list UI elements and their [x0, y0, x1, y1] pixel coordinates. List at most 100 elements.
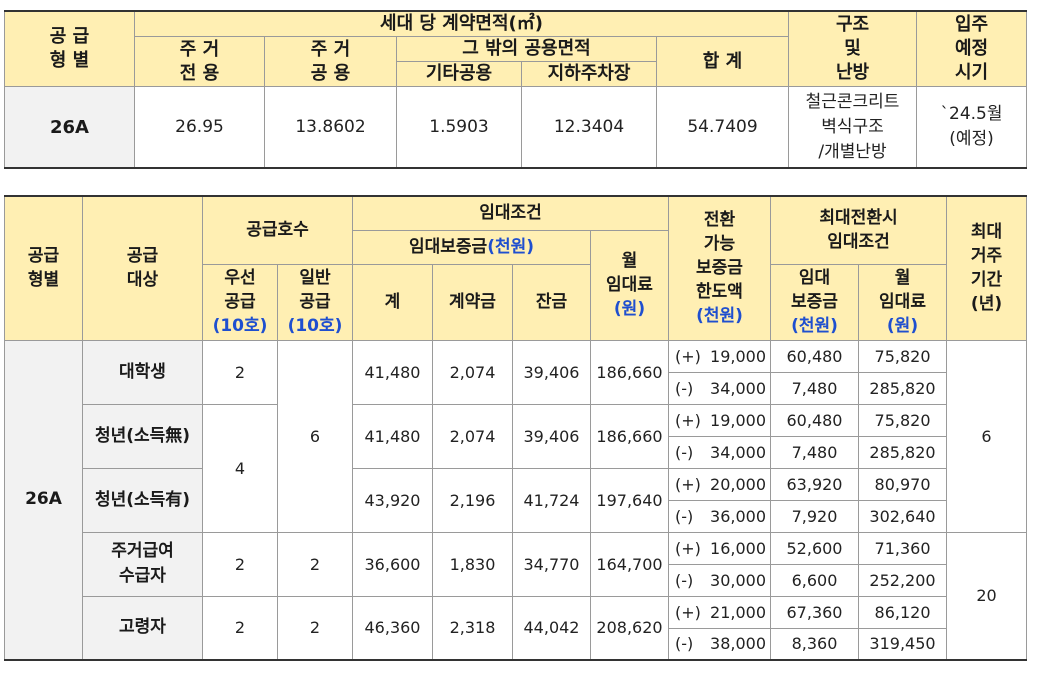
table-row: 26A 대학생 2 6 41,480 2,074 39,406 186,660 …	[5, 340, 1027, 372]
deposit-total-header: 계	[353, 264, 433, 340]
total-area-cell: 54.7409	[657, 87, 789, 169]
priority-count-cell: 2	[203, 532, 278, 596]
monthly-rent-cell: 197,640	[591, 468, 669, 532]
supply-type-header: 공 급 형 별	[5, 11, 135, 87]
conversion-limit-header: 전환 가능 보증금 한도액 (천원)	[669, 196, 771, 340]
contract-fee-cell: 2,074	[433, 340, 513, 404]
monthly-rent-cell: 186,660	[591, 404, 669, 468]
target-cell: 고령자	[83, 596, 203, 660]
max-deposit-cell: 7,480	[771, 372, 859, 404]
max-deposit-cell: 52,600	[771, 532, 859, 564]
balance-cell: 44,042	[513, 596, 591, 660]
misc-common-header: 기타공용	[397, 62, 522, 87]
general-count-cell: 2	[278, 596, 353, 660]
exclusive-area-cell: 26.95	[135, 87, 265, 169]
balance-cell: 41,724	[513, 468, 591, 532]
conversion-cell: (+) 19,000	[669, 340, 771, 372]
max-monthly-cell: 285,820	[859, 372, 947, 404]
balance-cell: 39,406	[513, 404, 591, 468]
max-period-cell: 6	[947, 340, 1027, 532]
priority-count-cell: 4	[203, 404, 278, 532]
table-row: 청년(소득無) 4 41,480 2,074 39,406 186,660 (+…	[5, 404, 1027, 436]
max-monthly-cell: 86,120	[859, 596, 947, 628]
target-cell: 주거급여 수급자	[83, 532, 203, 596]
deposit-header: 임대보증금(천원)	[353, 230, 591, 264]
max-monthly-cell: 75,820	[859, 404, 947, 436]
max-monthly-cell: 75,820	[859, 340, 947, 372]
priority-count-cell: 2	[203, 340, 278, 404]
contract-fee-cell: 2,074	[433, 404, 513, 468]
conversion-cell: (+) 21,000	[669, 596, 771, 628]
conversion-cell: (-) 38,000	[669, 628, 771, 660]
area-table: 공 급 형 별 세대 당 계약면적(㎡) 구조 및 난방 입주 예정 시기 주 …	[4, 10, 1027, 169]
area-group-header: 세대 당 계약면적(㎡)	[135, 11, 789, 37]
max-period-header: 최대 거주 기간 (년)	[947, 196, 1027, 340]
contract-fee-cell: 1,830	[433, 532, 513, 596]
conversion-cell: (-) 36,000	[669, 500, 771, 532]
monthly-rent-cell: 208,620	[591, 596, 669, 660]
max-deposit-cell: 60,480	[771, 340, 859, 372]
balance-cell: 39,406	[513, 340, 591, 404]
monthly-rent-cell: 164,700	[591, 532, 669, 596]
exclusive-area-header: 주 거 전 용	[135, 37, 265, 87]
table-row: 고령자 2 2 46,360 2,318 44,042 208,620 (+) 2…	[5, 596, 1027, 628]
monthly-rent-cell: 186,660	[591, 340, 669, 404]
max-deposit-header: 임대 보증금 (천원)	[771, 264, 859, 340]
table-row: 주거급여 수급자 2 2 36,600 1,830 34,770 164,700…	[5, 532, 1027, 564]
general-supply-header: 일반 공급 (10호)	[278, 264, 353, 340]
rent-supply-type-cell: 26A	[5, 340, 83, 660]
max-deposit-cell: 8,360	[771, 628, 859, 660]
max-deposit-cell: 7,920	[771, 500, 859, 532]
max-period-cell: 20	[947, 532, 1027, 660]
deposit-total-cell: 41,480	[353, 340, 433, 404]
general-count-cell: 2	[278, 532, 353, 596]
general-count-cell: 6	[278, 340, 353, 532]
misc-common-cell: 1.5903	[397, 87, 522, 169]
max-deposit-cell: 63,920	[771, 468, 859, 500]
conversion-cell: (-) 34,000	[669, 372, 771, 404]
target-cell: 대학생	[83, 340, 203, 404]
conversion-cell: (-) 34,000	[669, 436, 771, 468]
contract-fee-cell: 2,318	[433, 596, 513, 660]
conversion-cell: (+) 19,000	[669, 404, 771, 436]
conversion-cell: (+) 20,000	[669, 468, 771, 500]
deposit-total-cell: 36,600	[353, 532, 433, 596]
max-monthly-cell: 71,360	[859, 532, 947, 564]
rent-table: 공급 형별 공급 대상 공급호수 임대조건 전환 가능 보증금 한도액 (천원) …	[4, 195, 1027, 661]
max-deposit-cell: 60,480	[771, 404, 859, 436]
max-monthly-cell: 319,450	[859, 628, 947, 660]
max-deposit-cell: 67,360	[771, 596, 859, 628]
max-monthly-header: 월 임대료 (원)	[859, 264, 947, 340]
contract-fee-header: 계약금	[433, 264, 513, 340]
deposit-total-cell: 43,920	[353, 468, 433, 532]
parking-header: 지하주차장	[522, 62, 657, 87]
other-common-header: 그 밖의 공용면적	[397, 37, 657, 62]
target-cell: 청년(소득無)	[83, 404, 203, 468]
target-cell: 청년(소득有)	[83, 468, 203, 532]
supply-target-header: 공급 대상	[83, 196, 203, 340]
max-monthly-cell: 80,970	[859, 468, 947, 500]
max-monthly-cell: 252,200	[859, 564, 947, 596]
table-row: 청년(소득有) 43,920 2,196 41,724 197,640 (+) 2…	[5, 468, 1027, 500]
common-area-cell: 13.8602	[265, 87, 397, 169]
max-deposit-cell: 6,600	[771, 564, 859, 596]
move-in-header: 입주 예정 시기	[917, 11, 1027, 87]
table-row: 26A 26.95 13.8602 1.5903 12.3404 54.7409…	[5, 87, 1027, 169]
balance-cell: 34,770	[513, 532, 591, 596]
structure-header: 구조 및 난방	[789, 11, 917, 87]
max-monthly-cell: 302,640	[859, 500, 947, 532]
deposit-total-cell: 46,360	[353, 596, 433, 660]
supply-type-header: 공급 형별	[5, 196, 83, 340]
monthly-rent-header: 월 임대료 (원)	[591, 230, 669, 340]
conversion-cell: (+) 16,000	[669, 532, 771, 564]
total-area-header: 합 계	[657, 37, 789, 87]
structure-cell: 철근콘크리트 벽식구조 /개별난방	[789, 87, 917, 169]
supply-count-header: 공급호수	[203, 196, 353, 264]
max-monthly-cell: 285,820	[859, 436, 947, 468]
parking-area-cell: 12.3404	[522, 87, 657, 169]
priority-count-cell: 2	[203, 596, 278, 660]
supply-type-cell: 26A	[5, 87, 135, 169]
contract-fee-cell: 2,196	[433, 468, 513, 532]
deposit-total-cell: 41,480	[353, 404, 433, 468]
common-area-header: 주 거 공 용	[265, 37, 397, 87]
